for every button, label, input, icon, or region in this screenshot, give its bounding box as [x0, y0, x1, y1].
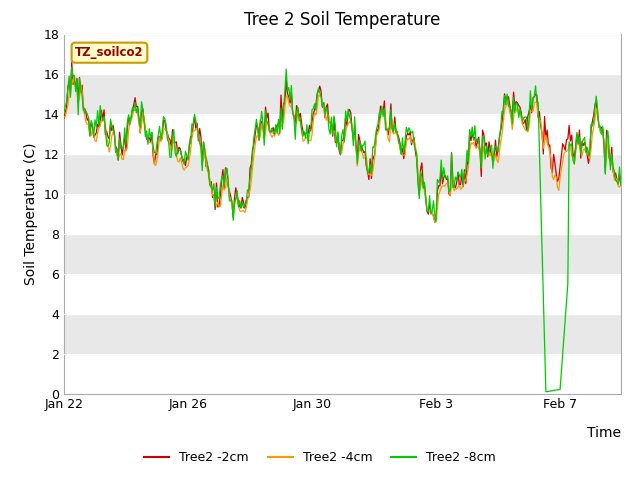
Tree2 -4cm	[60, 114, 68, 120]
Tree2 -2cm	[104, 134, 112, 140]
Bar	[64, 34, 621, 73]
Tree2 -8cm	[448, 150, 456, 156]
Tree2 -2cm	[503, 94, 511, 100]
Tree2 -4cm	[503, 100, 511, 106]
Tree2 -2cm	[385, 132, 392, 138]
Tree2 -4cm	[104, 140, 112, 146]
Y-axis label: Soil Temperature (C): Soil Temperature (C)	[24, 143, 38, 285]
Line: Tree2 -8cm: Tree2 -8cm	[64, 67, 621, 392]
Tree2 -2cm	[431, 219, 438, 225]
Bar	[64, 73, 621, 114]
Tree2 -8cm	[104, 144, 112, 149]
Tree2 -2cm	[492, 137, 499, 143]
Tree2 -2cm	[68, 59, 76, 65]
Tree2 -4cm	[385, 136, 392, 142]
Tree2 -8cm	[617, 182, 625, 188]
Tree2 -2cm	[60, 115, 68, 121]
Tree2 -4cm	[69, 76, 77, 82]
Tree2 -4cm	[492, 151, 499, 156]
Bar	[64, 313, 621, 354]
Bar	[64, 354, 621, 394]
Line: Tree2 -4cm: Tree2 -4cm	[64, 79, 621, 222]
Tree2 -8cm	[502, 102, 509, 108]
Tree2 -8cm	[60, 110, 68, 116]
Text: TZ_soilco2: TZ_soilco2	[75, 46, 144, 59]
Bar	[64, 274, 621, 313]
Bar	[64, 193, 621, 234]
Tree2 -2cm	[617, 181, 625, 187]
Bar	[64, 234, 621, 274]
Tree2 -8cm	[68, 64, 76, 70]
Tree2 -4cm	[573, 140, 580, 145]
Tree2 -4cm	[431, 219, 438, 225]
Bar	[64, 114, 621, 154]
Tree2 -4cm	[449, 176, 457, 181]
Tree2 -8cm	[573, 130, 580, 135]
Tree2 -2cm	[573, 132, 580, 137]
Legend: Tree2 -2cm, Tree2 -4cm, Tree2 -8cm: Tree2 -2cm, Tree2 -4cm, Tree2 -8cm	[140, 446, 500, 469]
Tree2 -8cm	[385, 128, 392, 133]
Tree2 -2cm	[449, 177, 457, 183]
Tree2 -8cm	[490, 145, 498, 151]
Text: Time: Time	[587, 426, 621, 440]
Tree2 -8cm	[542, 389, 550, 395]
Bar	[64, 154, 621, 193]
Line: Tree2 -2cm: Tree2 -2cm	[64, 62, 621, 222]
Tree2 -4cm	[617, 181, 625, 187]
Title: Tree 2 Soil Temperature: Tree 2 Soil Temperature	[244, 11, 440, 29]
